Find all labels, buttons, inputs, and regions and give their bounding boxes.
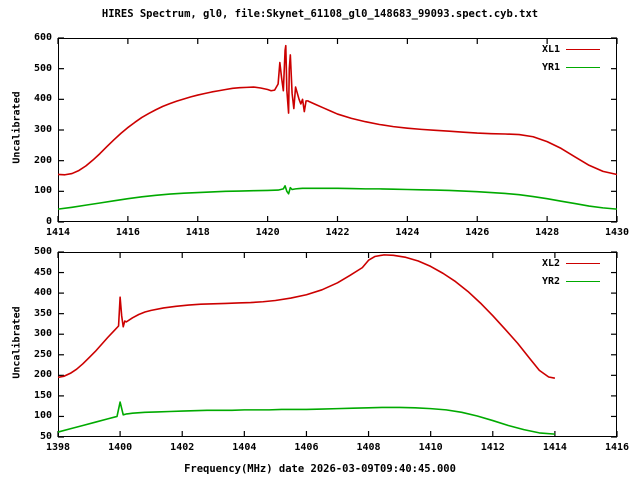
legend-swatch-xl1 xyxy=(566,48,600,50)
legend-swatch-xl2 xyxy=(566,262,600,264)
xtick-label: 1416 xyxy=(604,442,630,453)
xtick-label: 1416 xyxy=(115,227,140,238)
legend-label-xl1: XL1 xyxy=(541,43,560,55)
xtick-label: 1418 xyxy=(185,227,210,238)
legend-label-xl2: XL2 xyxy=(541,257,560,269)
bottom-panel-legend: XL2 YR2 xyxy=(528,256,600,292)
ytick-label: 500 xyxy=(33,246,52,257)
ytick-label: 100 xyxy=(33,410,52,422)
page-title: HIRES Spectrum, gl0, file:Skynet_61108_g… xyxy=(101,8,539,20)
xtick-label: 1412 xyxy=(480,442,505,453)
top-panel-legend: XL1 YR1 xyxy=(528,42,600,78)
ytick-label: 200 xyxy=(33,369,52,381)
xtick-label: 1426 xyxy=(465,227,490,238)
ytick-label: 50 xyxy=(39,431,52,442)
ytick-label: 450 xyxy=(33,266,52,278)
legend-swatch-yr2 xyxy=(566,280,600,282)
ytick-label: 400 xyxy=(33,287,52,299)
xtick-label: 1402 xyxy=(170,442,195,453)
xtick-label: 1400 xyxy=(108,442,133,453)
legend-label-yr1: YR1 xyxy=(541,61,560,73)
xtick-label: 1406 xyxy=(294,442,319,453)
ytick-label: 350 xyxy=(33,307,52,319)
ytick-label: 300 xyxy=(33,328,52,340)
xtick-label: 1420 xyxy=(255,227,280,238)
legend-item-yr1[interactable]: YR1 xyxy=(528,60,600,74)
xtick-label: 1424 xyxy=(395,227,420,238)
xtick-label: 1422 xyxy=(325,227,350,238)
ytick-label: 500 xyxy=(33,62,52,74)
ytick-label: 0 xyxy=(45,216,52,227)
xtick-label: 1414 xyxy=(542,442,567,453)
xtick-label: 1428 xyxy=(535,227,560,238)
ytick-label: 100 xyxy=(33,185,52,197)
ytick-label: 600 xyxy=(33,32,52,43)
ytick-label: 150 xyxy=(33,389,52,401)
ytick-label: 400 xyxy=(33,93,52,105)
legend-item-xl2[interactable]: XL2 xyxy=(528,256,600,270)
legend-swatch-yr1 xyxy=(566,66,600,68)
xtick-label: 1430 xyxy=(604,227,630,238)
xtick-label: 1410 xyxy=(418,442,443,453)
xtick-label: 1398 xyxy=(45,442,71,453)
ytick-label: 250 xyxy=(33,348,52,360)
xaxis-title: Frequency(MHz) date 2026-03-09T09:40:45.… xyxy=(184,463,456,475)
legend-label-yr2: YR2 xyxy=(541,275,560,287)
legend-item-xl1[interactable]: XL1 xyxy=(528,42,600,56)
xtick-label: 1404 xyxy=(232,442,257,453)
xtick-label: 1408 xyxy=(356,442,381,453)
ytick-label: 200 xyxy=(33,154,52,166)
legend-item-yr2[interactable]: YR2 xyxy=(528,274,600,288)
bottom-panel-ylabel: Uncalibrated xyxy=(11,306,23,379)
xtick-label: 1414 xyxy=(45,227,71,238)
ytick-label: 300 xyxy=(33,124,52,135)
